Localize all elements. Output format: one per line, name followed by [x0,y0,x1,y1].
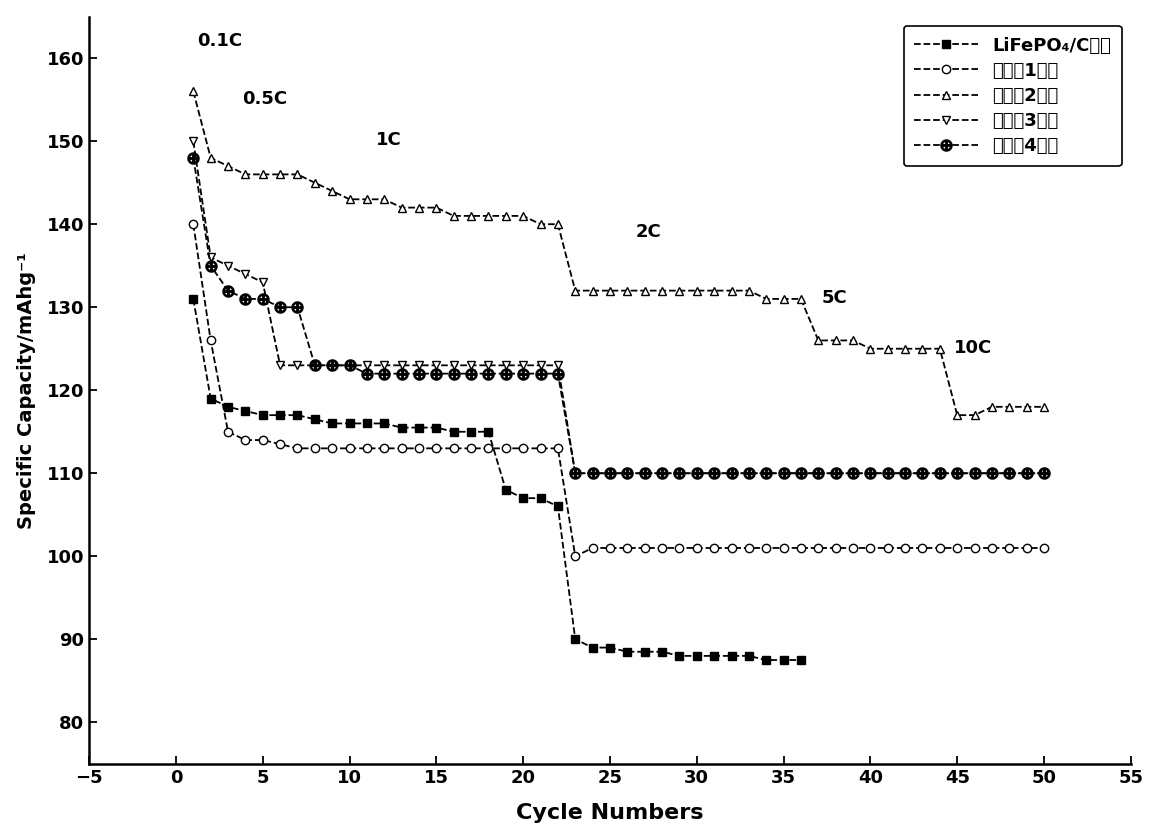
Text: 0.1C: 0.1C [197,32,242,50]
Text: 1C: 1C [376,132,401,150]
Text: 2C: 2C [636,223,661,241]
Y-axis label: Specific Capacity/mAhg⁻¹: Specific Capacity/mAhg⁻¹ [16,252,36,528]
Text: 0.5C: 0.5C [242,90,287,108]
Text: 10C: 10C [954,339,992,357]
Text: 5C: 5C [821,289,848,307]
Legend: LiFePO₄/C材料, 实施例1产物, 实施例2产物, 实施例3产物, 实施例4产物: LiFePO₄/C材料, 实施例1产物, 实施例2产物, 实施例3产物, 实施例… [904,26,1122,166]
X-axis label: Cycle Numbers: Cycle Numbers [516,803,704,823]
